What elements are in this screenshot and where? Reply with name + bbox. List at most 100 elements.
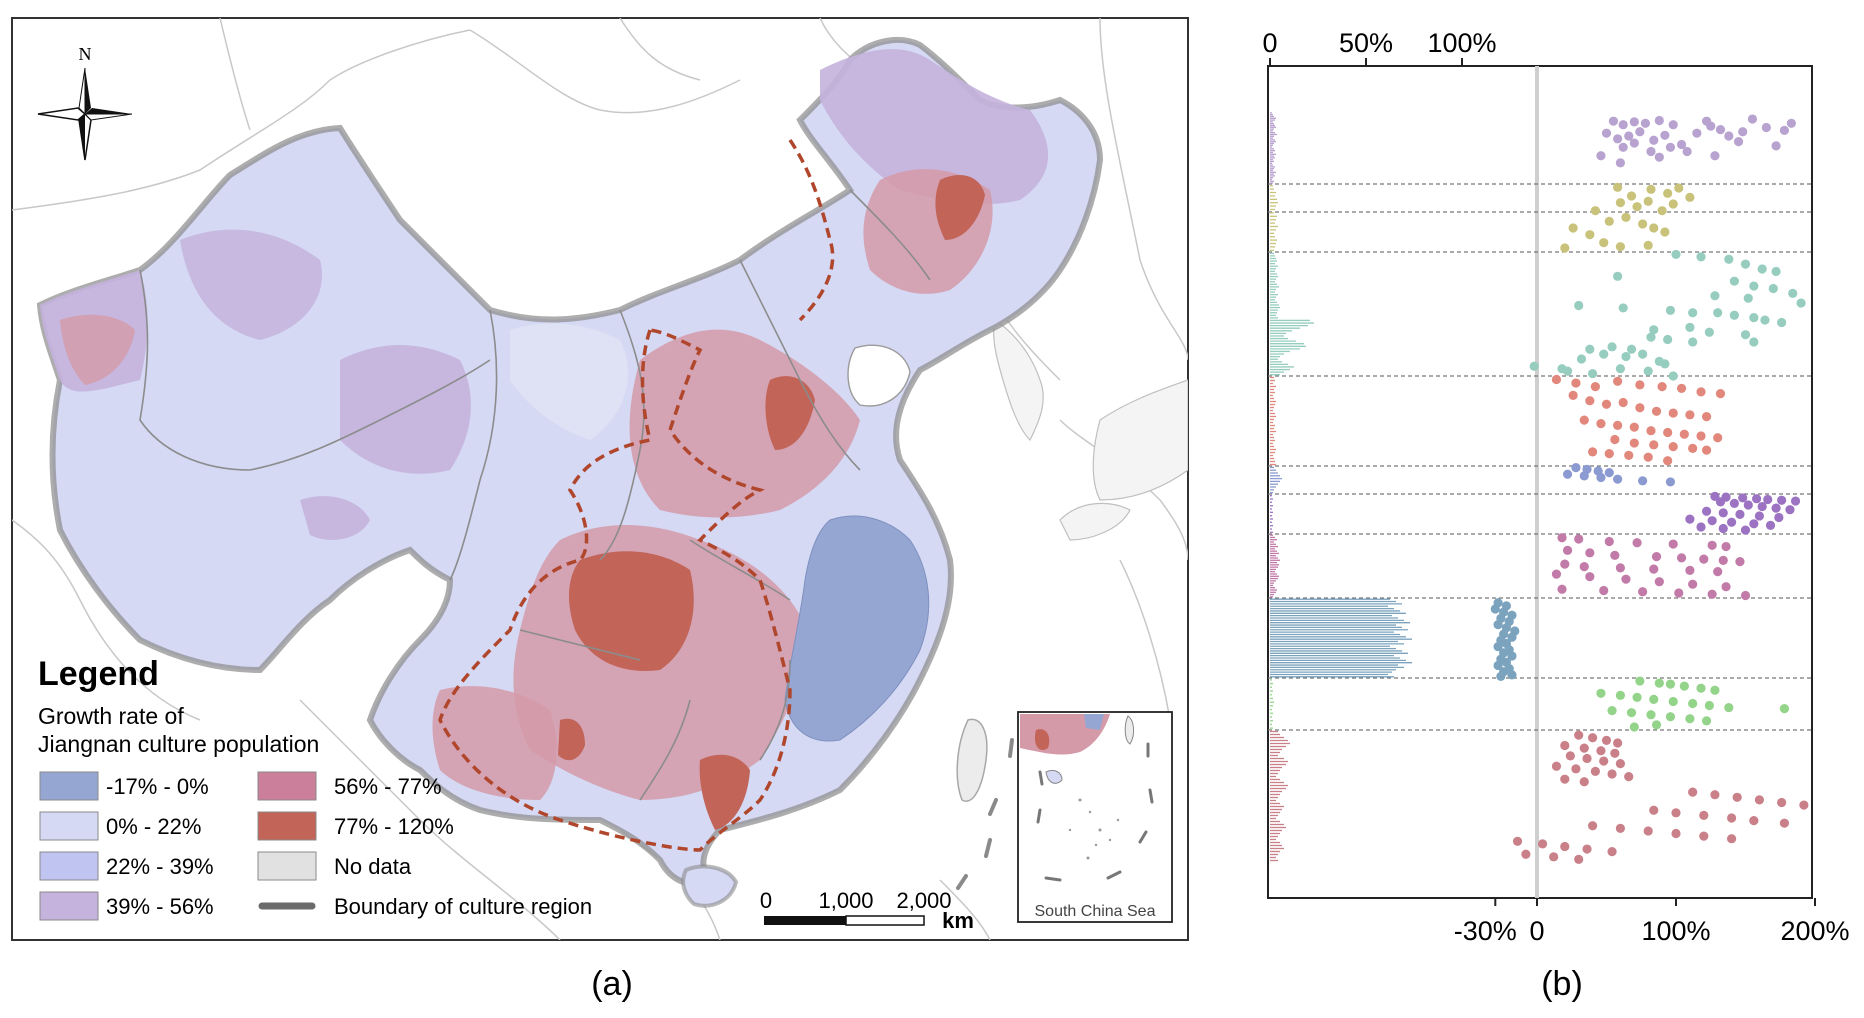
data-point <box>1707 540 1717 550</box>
data-point <box>1668 199 1678 209</box>
data-point <box>1699 831 1709 841</box>
data-point <box>1676 553 1687 563</box>
data-point <box>1590 381 1600 392</box>
data-point <box>1646 146 1656 157</box>
data-point <box>1571 378 1581 388</box>
data-point <box>1710 685 1720 695</box>
data-point <box>1768 283 1778 294</box>
data-point <box>1738 127 1748 137</box>
data-point <box>1615 198 1625 208</box>
top-tick-label: 100% <box>1427 28 1496 58</box>
data-point <box>1668 371 1678 381</box>
data-point <box>1585 230 1595 240</box>
data-point <box>1560 740 1570 751</box>
data-point <box>1507 651 1517 661</box>
inset-red <box>1034 729 1050 750</box>
bottom-tick-label: 200% <box>1780 916 1849 946</box>
data-point <box>1549 852 1559 862</box>
data-point <box>1724 254 1734 264</box>
hainan-island <box>681 864 739 908</box>
data-point <box>1649 694 1659 705</box>
data-point <box>1696 431 1706 441</box>
data-point <box>1551 569 1562 579</box>
data-point <box>1632 692 1642 702</box>
data-point <box>1646 426 1656 436</box>
culture-region-boundary-dashed <box>438 328 792 852</box>
region-guangdong-red <box>699 754 750 830</box>
data-point <box>1763 494 1773 505</box>
data-point <box>1685 192 1695 202</box>
data-point <box>1665 679 1676 689</box>
data-point <box>1696 522 1706 532</box>
data-point <box>1601 735 1612 745</box>
data-point <box>1560 243 1570 253</box>
data-point <box>1643 366 1653 376</box>
point-group <box>1490 114 1809 865</box>
data-point <box>1740 525 1751 535</box>
legend-swatch-1 <box>39 771 99 801</box>
data-point <box>1799 800 1809 810</box>
data-point <box>1688 337 1698 347</box>
data-point <box>1610 550 1620 560</box>
legend-subtitle-line2: Jiangnan culture population <box>38 731 319 757</box>
inset-hainan <box>1045 769 1063 784</box>
data-point <box>1704 327 1714 337</box>
data-point <box>1701 445 1712 455</box>
data-point <box>1743 293 1753 303</box>
data-point <box>1604 536 1614 547</box>
data-point <box>1596 472 1606 483</box>
kyushu-shape <box>1059 502 1131 541</box>
bohai-sea <box>847 344 911 407</box>
data-point <box>1560 559 1570 569</box>
data-point <box>1740 590 1751 601</box>
legend-swatch-5 <box>257 771 317 801</box>
data-point <box>1599 585 1609 596</box>
data-point <box>1724 702 1734 713</box>
data-point <box>1696 252 1706 262</box>
data-point <box>1507 632 1517 642</box>
inset-islands <box>1068 798 1120 860</box>
data-point <box>1676 383 1687 393</box>
region-guangxi <box>432 686 557 800</box>
data-point <box>1679 429 1689 439</box>
bottom-tick-label: -30% <box>1454 916 1517 946</box>
data-point <box>1585 344 1595 354</box>
data-point <box>1638 476 1648 486</box>
data-point <box>1749 519 1759 529</box>
scale-bar: 0 1,000 2,000 km <box>760 888 974 933</box>
legend-swatch-7 <box>257 851 317 881</box>
data-point <box>1671 828 1681 839</box>
data-point <box>1688 579 1698 589</box>
data-point <box>1710 291 1720 301</box>
data-point <box>1613 738 1623 748</box>
data-point <box>1713 567 1723 577</box>
data-point <box>1579 562 1589 572</box>
data-point <box>1749 815 1759 826</box>
scale-tick-2: 2,000 <box>896 888 951 913</box>
data-point <box>1696 387 1706 397</box>
data-point <box>1574 730 1584 740</box>
data-point <box>1749 337 1759 347</box>
data-point <box>1779 703 1790 714</box>
data-point <box>1663 427 1673 438</box>
data-point <box>1707 589 1717 599</box>
top-tick-label: 50% <box>1339 28 1393 58</box>
data-point <box>1601 128 1612 138</box>
data-point <box>1760 315 1770 325</box>
data-point <box>1733 137 1744 147</box>
legend-swatch-4 <box>39 891 99 921</box>
data-point <box>1576 354 1587 364</box>
data-point <box>1599 756 1609 766</box>
region-xinjiang-central <box>180 229 322 340</box>
data-point <box>1582 753 1592 764</box>
data-point <box>1729 276 1739 286</box>
data-point <box>1604 449 1614 459</box>
data-point <box>1649 135 1659 145</box>
data-point <box>1596 688 1606 698</box>
data-point <box>1663 334 1673 345</box>
data-point <box>1665 305 1676 315</box>
data-point <box>1607 342 1617 352</box>
data-point <box>1651 551 1662 562</box>
data-point <box>1688 443 1698 453</box>
